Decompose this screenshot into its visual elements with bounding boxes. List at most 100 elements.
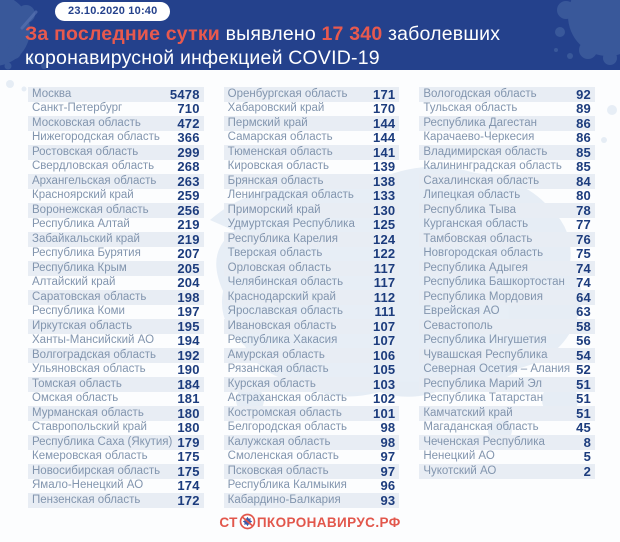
- region-name: Калининградская область: [423, 160, 562, 172]
- region-count: 80: [576, 188, 591, 204]
- region-row: Хабаровский край 170: [224, 102, 400, 117]
- region-name: Челябинская область: [227, 276, 344, 288]
- region-name: Алтайский край: [32, 276, 116, 288]
- region-row: Астраханская область 102: [224, 392, 400, 407]
- region-name: Республика Адыгея: [423, 261, 529, 274]
- region-row: Приморский край 130: [223, 203, 400, 218]
- region-count: 204: [177, 275, 200, 291]
- region-count: 103: [373, 376, 396, 392]
- region-count: 51: [576, 376, 591, 392]
- region-name: Тверская область: [227, 247, 323, 259]
- region-count: 78: [576, 202, 591, 218]
- region-row: Владимирская область 85: [419, 145, 595, 160]
- region-row: Москва 5478: [28, 87, 204, 102]
- region-name: Калужская область: [227, 435, 331, 448]
- region-count: 93: [380, 492, 396, 508]
- region-name: Кировская область: [227, 160, 329, 172]
- region-name: Псковская область: [227, 464, 329, 477]
- region-count: 89: [576, 101, 591, 117]
- region-row: Томская область 184: [28, 377, 204, 392]
- regions-column-3: Вологодская область 92 Тульская область 89 Р…: [419, 87, 595, 479]
- region-row: Свердловская область 268: [28, 160, 204, 175]
- region-name: Ханты-Мансийский АО: [32, 334, 155, 346]
- region-name: Ростовская область: [32, 145, 139, 158]
- region-row: Республика Хакасия 107: [224, 334, 400, 349]
- region-name: Пермский край: [227, 116, 308, 129]
- region-count: 181: [177, 391, 200, 407]
- region-row: Костромская область 101: [223, 405, 400, 421]
- region-name: Камчатский край: [423, 406, 513, 419]
- region-row: Республика Карелия 124: [223, 232, 400, 247]
- region-row: Ярославская область 111: [224, 305, 400, 320]
- region-count: 138: [373, 173, 396, 189]
- region-row: Республика Крым 205: [28, 261, 204, 276]
- region-name: Приморский край: [227, 203, 321, 216]
- region-row: Сахалинская область 84: [419, 174, 595, 189]
- region-count: 141: [373, 144, 396, 160]
- region-row: Ульяновская область 190: [28, 363, 204, 378]
- region-name: Республика Алтай: [32, 218, 130, 230]
- region-name: Астраханская область: [227, 392, 347, 404]
- region-row: Республика Адыгея 74: [419, 261, 595, 276]
- region-row: Тюменская область 141: [223, 144, 400, 160]
- region-name: Волгоградская область: [32, 348, 156, 361]
- region-row: Чукотский АО 2: [419, 464, 595, 479]
- region-name: Ненецкий АО: [423, 450, 495, 462]
- region-count: 54: [576, 347, 591, 363]
- region-row: Оренбургская область 171: [223, 87, 400, 102]
- title-tail: заболевших: [387, 23, 501, 45]
- region-name: Амурская область: [227, 348, 325, 361]
- region-name: Новгородская область: [423, 247, 544, 259]
- regions-columns: Москва 5478 Санкт-Петербург 710 Московская о…: [28, 87, 595, 508]
- region-count: 139: [373, 159, 396, 175]
- region-name: Саратовская область: [32, 290, 147, 303]
- region-row: Курская область 103: [223, 376, 400, 392]
- region-name: Новосибирская область: [32, 464, 161, 477]
- region-name: Тамбовская область: [423, 232, 533, 245]
- region-name: Брянская область: [227, 174, 324, 187]
- region-row: Белгородская область 98: [224, 421, 400, 436]
- region-name: Ивановская область: [227, 319, 337, 332]
- region-row: Кировская область 139: [224, 160, 400, 175]
- region-row: Северная Осетия – Алания 52: [419, 363, 595, 378]
- region-count: 197: [177, 304, 200, 320]
- region-row: Курганская область 77: [419, 218, 595, 233]
- region-name: Ямало-Ненецкий АО: [32, 479, 144, 491]
- page-title: За последние сутки выявлено 17 340 забол…: [25, 22, 500, 70]
- region-row: Орловская область 117: [223, 261, 400, 276]
- region-name: Ульяновская область: [32, 363, 146, 375]
- region-count: 144: [373, 115, 396, 131]
- region-name: Кемеровская область: [32, 450, 148, 462]
- region-name: Хабаровский край: [227, 102, 325, 114]
- region-name: Кабардино-Балкария: [227, 493, 341, 506]
- region-name: Курская область: [227, 377, 316, 390]
- region-name: Ленинградская область: [227, 189, 354, 201]
- region-name: Краснодарский край: [227, 290, 336, 303]
- region-count: 205: [177, 260, 200, 276]
- region-row: Забайкальский край 219: [28, 232, 204, 247]
- region-count: 184: [177, 376, 200, 392]
- region-name: Оренбургская область: [227, 87, 348, 100]
- region-count: 174: [177, 478, 200, 494]
- region-name: Сахалинская область: [423, 174, 540, 187]
- region-name: Карачаево-Черкесия: [423, 131, 535, 143]
- region-name: Орловская область: [227, 261, 332, 274]
- region-count: 172: [177, 492, 200, 508]
- region-name: Воронежская область: [32, 203, 149, 216]
- region-count: 92: [576, 86, 591, 102]
- region-count: 190: [177, 362, 200, 378]
- region-count: 175: [177, 463, 200, 479]
- region-count: 263: [177, 173, 200, 189]
- stopcoronavirus-logo: СТ ПКОРОНАВИРУС.РФ: [219, 513, 400, 530]
- region-count: 98: [380, 434, 396, 450]
- region-row: Магаданская область 45: [419, 421, 595, 436]
- region-name: Курганская область: [423, 218, 529, 230]
- region-count: 101: [373, 405, 396, 421]
- region-row: Вологодская область 92: [419, 87, 595, 102]
- region-row: Ханты-Мансийский АО 194: [28, 334, 204, 349]
- region-row: Пензенская область 172: [28, 493, 204, 508]
- region-name: Чеченская Республика: [423, 435, 545, 448]
- region-row: Санкт-Петербург 710: [28, 102, 204, 117]
- region-row: Липецкая область 80: [419, 189, 595, 204]
- region-row: Ростовская область 299: [28, 145, 204, 160]
